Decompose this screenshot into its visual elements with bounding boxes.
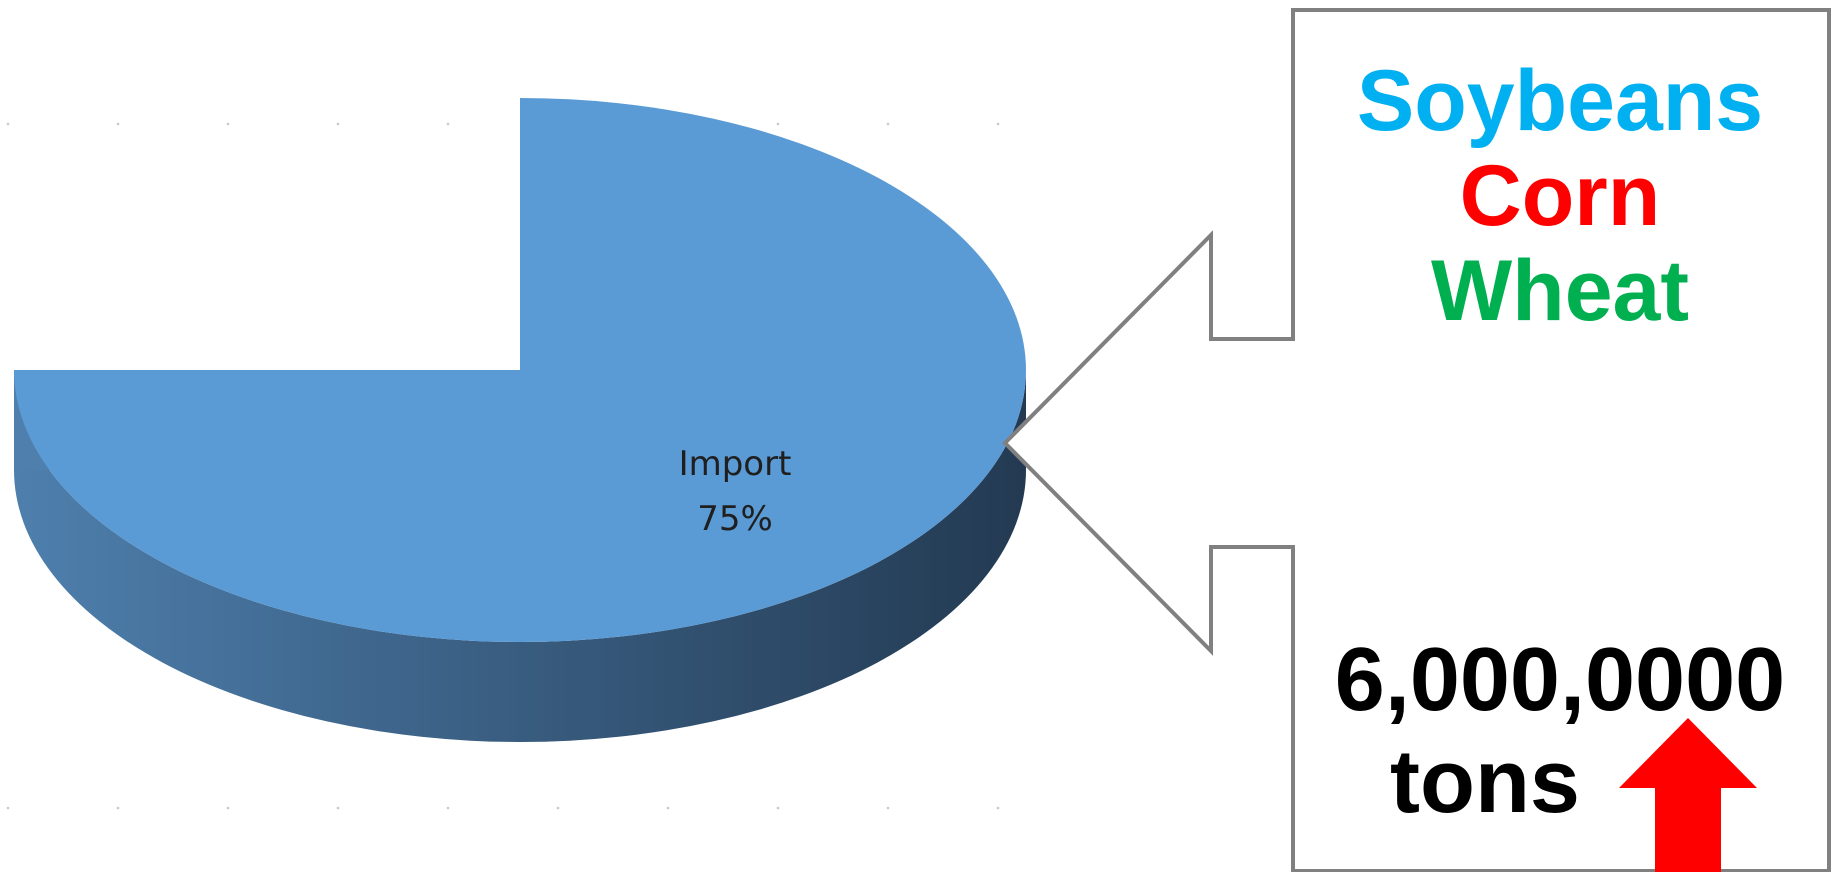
slice-label-import: Import: [679, 444, 792, 484]
crop-soybeans: Soybeans: [1356, 53, 1764, 149]
pie-chart: Import 75%: [14, 98, 1026, 742]
amount-units: tons: [1390, 732, 1580, 832]
callout-box: [1002, 8, 1831, 872]
amount-value: 6,000,0000: [1334, 630, 1786, 730]
red-up-arrow-icon: [1619, 718, 1757, 872]
import-amount: 6,000,0000 tons: [1292, 635, 1828, 827]
pie-slice-import: [14, 98, 1026, 642]
crop-list: Soybeans Corn Wheat: [1292, 58, 1828, 343]
pie-slice-import-side: [14, 370, 1026, 742]
crop-corn: Corn: [1459, 148, 1661, 244]
slice-value-import: 75%: [697, 499, 773, 539]
crop-wheat: Wheat: [1431, 243, 1689, 339]
